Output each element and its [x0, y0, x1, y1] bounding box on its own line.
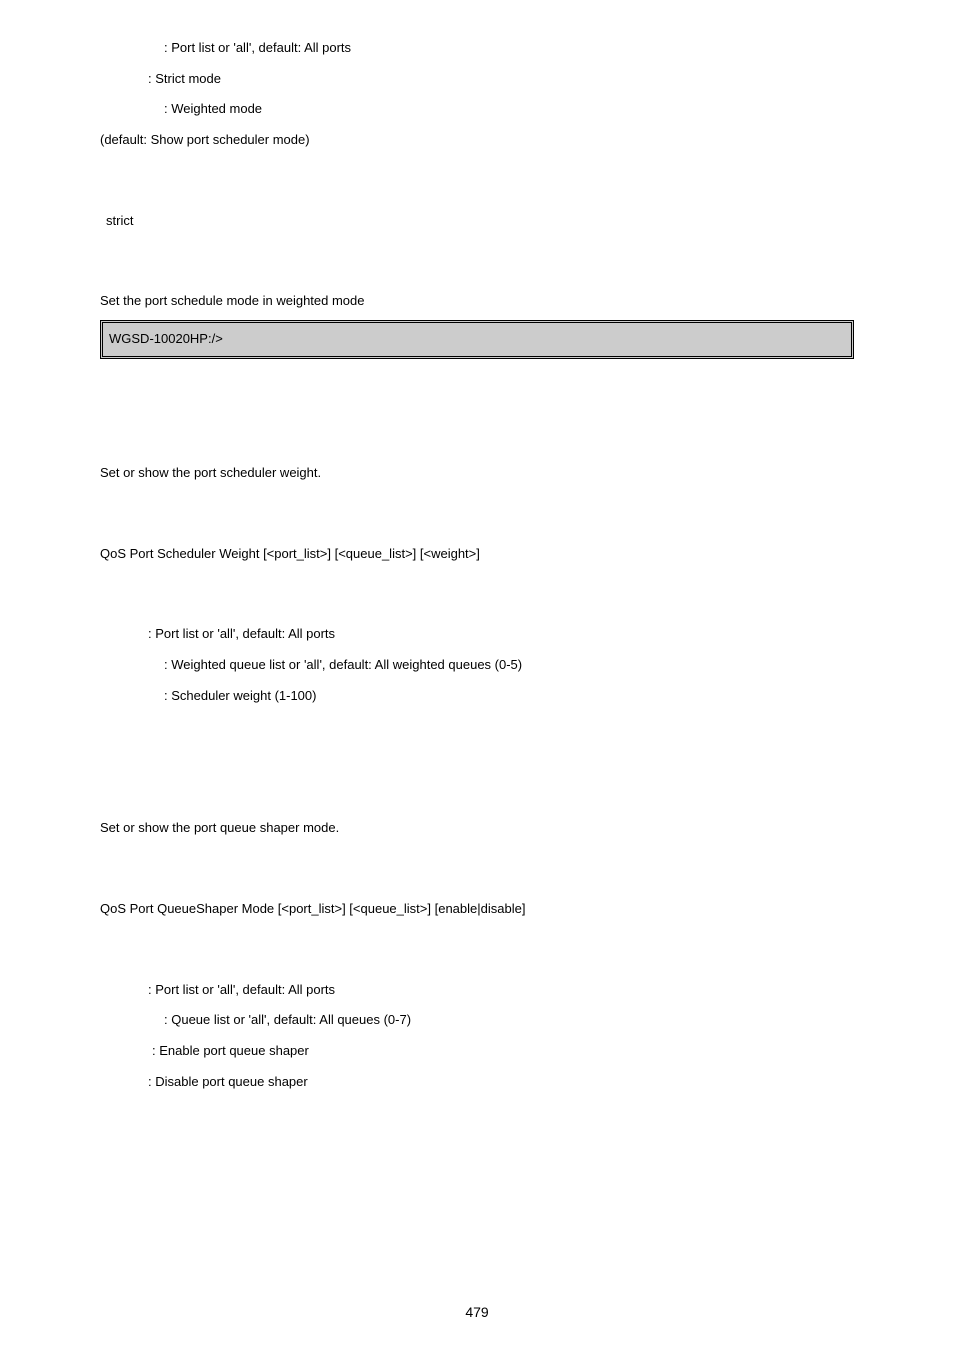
command-prompt-box: WGSD-10020HP:/> [100, 320, 854, 359]
param-weighted: : Weighted mode [100, 97, 854, 122]
queue-shaper-syntax: QoS Port QueueShaper Mode [<port_list>] … [100, 897, 854, 922]
weighted-desc: Set the port schedule mode in weighted m… [100, 289, 854, 314]
command-prompt-text: WGSD-10020HP:/> [109, 331, 223, 346]
queue-shaper-desc: Set or show the port queue shaper mode. [100, 816, 854, 841]
strict-keyword: strict [100, 209, 854, 234]
param-queue-list-2: : Weighted queue list or 'all', default:… [100, 653, 854, 678]
scheduler-weight-syntax: QoS Port Scheduler Weight [<port_list>] … [100, 542, 854, 567]
param-enable: : Enable port queue shaper [100, 1039, 854, 1064]
param-strict: : Strict mode [100, 67, 854, 92]
param-port-list-2: : Port list or 'all', default: All ports [100, 622, 854, 647]
default-note: (default: Show port scheduler mode) [100, 128, 854, 153]
param-port-list: : Port list or 'all', default: All ports [100, 36, 854, 61]
scheduler-weight-desc: Set or show the port scheduler weight. [100, 461, 854, 486]
param-weight-2: : Scheduler weight (1-100) [100, 684, 854, 709]
page-number: 479 [0, 1299, 954, 1326]
param-disable: : Disable port queue shaper [100, 1070, 854, 1095]
param-queue-list-3: : Queue list or 'all', default: All queu… [100, 1008, 854, 1033]
param-port-list-3: : Port list or 'all', default: All ports [100, 978, 854, 1003]
page-container: : Port list or 'all', default: All ports… [0, 0, 954, 1350]
